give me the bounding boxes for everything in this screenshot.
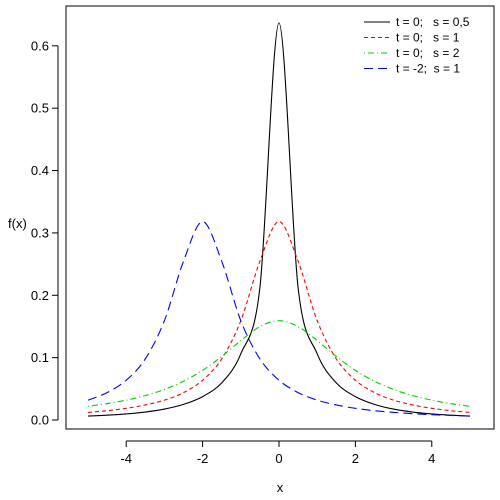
y-axis: 0.0 0.1 0.2 0.3 0.4 0.5 0.6 [31,38,59,428]
legend-label-t0-s2: t = 0; s = 2 [396,46,460,60]
legend-label-tm2-s1: t = -2; s = 1 [396,62,460,76]
x-axis: -4 -2 0 2 4 [120,440,435,466]
x-axis-title: x [277,480,284,495]
y-tick-label: 0.4 [31,163,49,178]
legend-label-t0-s05: t = 0; s = 0,5 [396,15,470,29]
y-tick-label: 0.0 [31,413,49,428]
y-tick-label: 0.2 [31,288,49,303]
series-line-t0-s2 [87,320,471,407]
legend: t = 0; s = 0,5 t = 0; s = 1t = 0; s = 2 t … [364,15,470,76]
y-axis-title: f(x) [8,216,27,231]
x-tick-label: 2 [352,451,359,466]
y-tick-label: 0.1 [31,350,49,365]
series-layer [87,22,471,417]
y-tick-label: 0.5 [31,101,49,116]
legend-label-t0-s1: t = 0; s = 1 [396,31,460,45]
plot-frame [65,5,495,430]
x-tick-label: -2 [197,451,209,466]
x-tick-label: 0 [275,451,282,466]
y-tick-label: 0.6 [31,38,49,53]
y-tick-label: 0.3 [31,225,49,240]
x-tick-label: 4 [428,451,435,466]
series-line-tm2-s1 [87,220,471,417]
series-line-t0-s05 [87,22,471,417]
series-line-t0-s1 [87,220,471,413]
x-tick-label: -4 [120,451,132,466]
